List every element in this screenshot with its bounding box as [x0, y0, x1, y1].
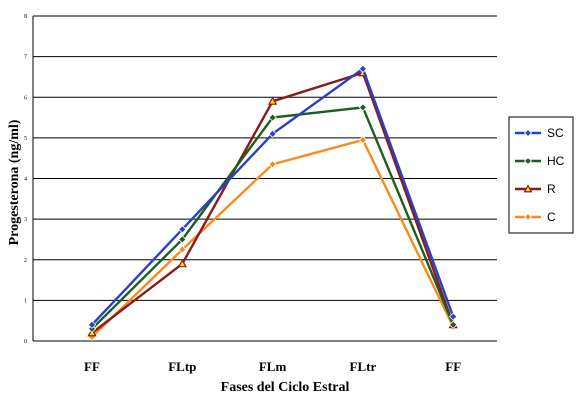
legend-box: [508, 116, 574, 234]
data-point: [267, 96, 278, 105]
y-tick-label: 4: [24, 177, 27, 183]
legend-item: C: [515, 210, 556, 224]
y-axis-title: Progesterona (ng/ml): [7, 119, 22, 245]
data-point: [449, 312, 458, 321]
data-point: [358, 64, 368, 73]
y-tick-label: 6: [24, 95, 27, 101]
x-category-label: FLm: [259, 359, 287, 374]
data-point: [177, 258, 187, 268]
data-point: [268, 113, 277, 122]
data-point: [524, 213, 532, 221]
data-point: [178, 245, 187, 254]
y-tick-label: 5: [24, 136, 27, 142]
legend-label: R: [547, 182, 556, 196]
data-point: [358, 135, 368, 145]
x-category-label: FF: [445, 359, 461, 374]
label-layer: Fases del Ciclo Estral Progesterona (ng/…: [7, 14, 461, 395]
grid-layer: [33, 15, 497, 301]
legend-label: C: [547, 210, 556, 224]
data-point: [524, 157, 532, 165]
x-category-label: FLtp: [168, 359, 196, 374]
series-c: [87, 135, 458, 342]
legend-label: HC: [547, 154, 565, 168]
legend-label: SC: [547, 126, 564, 140]
data-point: [449, 320, 458, 329]
data-point: [268, 160, 277, 169]
series-layer: [87, 64, 458, 342]
data-point: [178, 235, 187, 244]
y-tick-label: 8: [24, 14, 27, 20]
data-point: [524, 129, 532, 137]
series-hc: [87, 103, 458, 333]
y-tick-label: 2: [24, 258, 27, 264]
y-tick-label: 1: [24, 298, 27, 304]
x-category-label: FF: [84, 359, 100, 374]
data-point: [268, 129, 277, 138]
data-point: [87, 320, 97, 329]
legend-item: SC: [515, 126, 564, 140]
y-tick-label: 3: [24, 217, 27, 223]
data-point: [523, 184, 533, 193]
axis-layer: [32, 16, 497, 342]
legend-item: R: [515, 182, 556, 196]
series-sc: [87, 64, 458, 329]
series-line: [91, 106, 455, 330]
series-line: [91, 71, 455, 334]
x-category-label: FLtr: [350, 359, 377, 374]
x-axis-title: Fases del Ciclo Estral: [221, 380, 350, 395]
y-tick-label: 7: [24, 55, 27, 61]
data-point: [358, 103, 368, 112]
y-tick-label: 0: [24, 339, 27, 345]
legend-item: HC: [515, 154, 565, 168]
legend: SC HC RC: [508, 116, 574, 234]
data-point: [178, 225, 187, 234]
